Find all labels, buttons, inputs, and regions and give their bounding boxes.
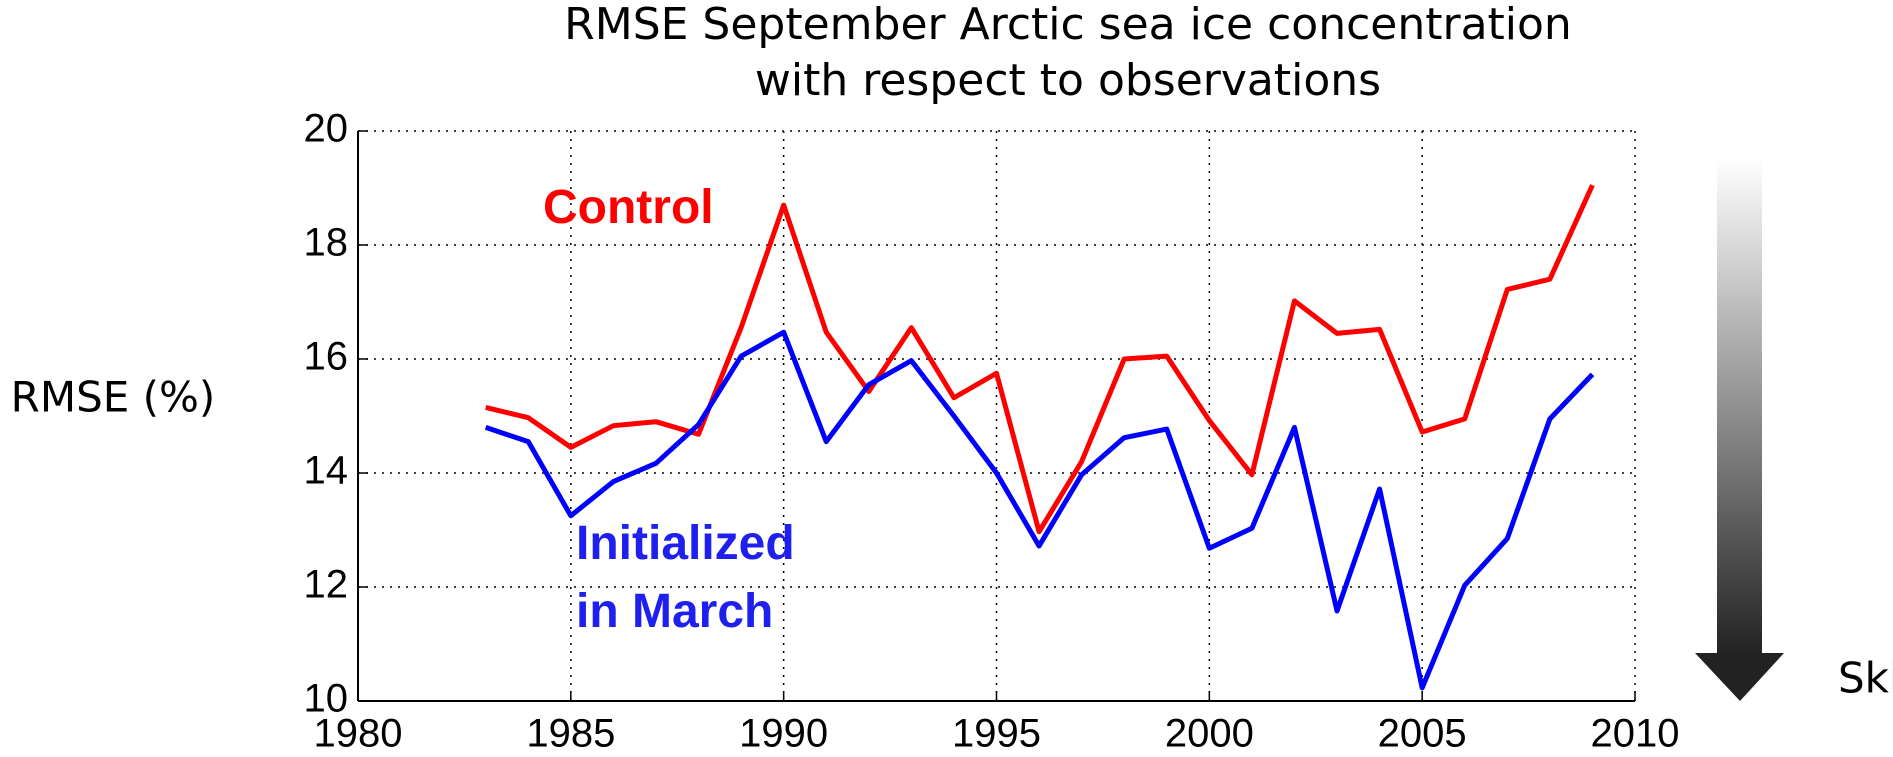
series-line <box>485 184 1595 535</box>
x-tick-label: 1990 <box>739 712 828 756</box>
chart-subtitle: with respect to observations <box>755 55 1381 106</box>
y-tick-label: 14 <box>304 449 349 493</box>
skill-arrow-head <box>1695 653 1784 701</box>
y-tick-label: 18 <box>304 221 349 265</box>
y-axis-label: RMSE (%) <box>11 373 216 422</box>
x-tick-label: 1985 <box>526 712 615 756</box>
y-tick-label: 20 <box>304 107 349 151</box>
legend-initialized: Initialized in March <box>576 517 795 638</box>
x-tick-label: 2000 <box>1165 712 1254 756</box>
skill-label: Skill <box>1838 654 1893 703</box>
skill-arrow-body <box>1717 158 1762 655</box>
x-tick-label: 1980 <box>314 712 403 756</box>
y-tick-label: 10 <box>304 677 349 721</box>
x-tick-label: 2005 <box>1378 712 1467 756</box>
x-tick-label: 1995 <box>952 712 1041 756</box>
legend-control: Control <box>543 181 714 234</box>
x-tick-label: 2010 <box>1591 712 1680 756</box>
chart-title: RMSE September Arctic sea ice concentrat… <box>564 0 1572 50</box>
y-tick-label: 16 <box>304 335 349 379</box>
y-tick-label: 12 <box>304 563 349 607</box>
series-line <box>484 329 1595 691</box>
